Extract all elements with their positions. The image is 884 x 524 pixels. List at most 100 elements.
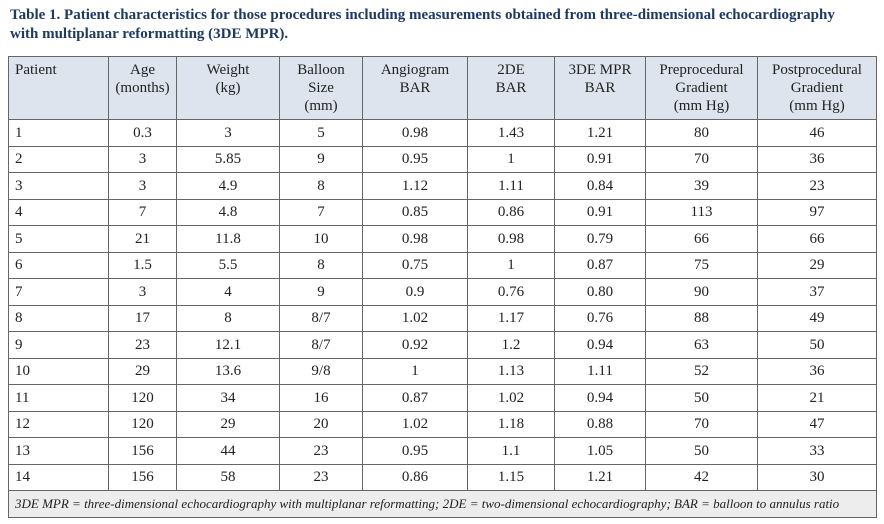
table-row: 13 156 44 23 0.95 1.1 1.05 50 33 [8,437,877,465]
table-cell: 16 [279,384,363,412]
table-cell: 1 [467,251,555,279]
table-row: 8 17 8 8/7 1.02 1.17 0.76 88 49 [8,304,877,332]
column-header: Age (months) [108,56,177,120]
table-cell: 0.3 [108,119,177,147]
header-line: Postprocedural [772,62,862,78]
table-cell: 1 [362,357,468,385]
table-cell: 1.02 [467,384,555,412]
footnote-row: 3DE MPR = three-dimensional echocardiogr… [8,490,877,518]
table-cell: 47 [757,410,877,438]
table-cell: 0.75 [362,251,468,279]
table-cell: 23 [279,437,363,465]
table-cell: 12.1 [176,331,280,359]
table-cell: 156 [108,437,177,465]
header-line: Gradient [675,80,728,96]
table-cell: 14 [8,463,109,491]
table-cell: 120 [108,410,177,438]
table-cell: 1.02 [362,304,468,332]
table-cell: 13.6 [176,357,280,385]
header-line: Size [308,80,334,96]
table-row: 1 0.3 3 5 0.98 1.43 1.21 80 46 [8,119,877,147]
table-cell: 8 [8,304,109,332]
table-row: 14 156 58 23 0.86 1.15 1.21 42 30 [8,463,877,491]
table-cell: 90 [645,278,758,306]
table-cell: 0.95 [362,437,468,465]
table-cell: 0.85 [362,198,468,226]
table-row: 11 120 34 16 0.87 1.02 0.94 50 21 [8,384,877,412]
table-cell: 70 [645,145,758,173]
table-cell: 8 [279,172,363,200]
table-cell: 0.87 [362,384,468,412]
table-cell: 6 [8,251,109,279]
table-cell: 1.11 [554,357,646,385]
table-cell: 4.8 [176,198,280,226]
table-row: 9 23 12.1 8/7 0.92 1.2 0.94 63 50 [8,331,877,359]
table-cell: 0.88 [554,410,646,438]
column-header: Weight (kg) [176,56,280,120]
table-cell: 36 [757,145,877,173]
table-cell: 1.17 [467,304,555,332]
table-cell: 0.95 [362,145,468,173]
table-cell: 7 [8,278,109,306]
table-cell: 1.05 [554,437,646,465]
table-cell: 75 [645,251,758,279]
table-cell: 29 [176,410,280,438]
header-line: BAR [399,80,431,96]
header-line: (kg) [215,80,241,96]
table-cell: 66 [757,225,877,253]
table-cell: 33 [757,437,877,465]
table-cell: 8 [279,251,363,279]
table-cell: 1.21 [554,119,646,147]
table-cell: 3 [176,119,280,147]
table-cell: 5.85 [176,145,280,173]
table-cell: 4 [8,198,109,226]
table-cell: 1.02 [362,410,468,438]
header-line: BAR [495,80,527,96]
table-cell: 3 [108,278,177,306]
table-row: 3 3 4.9 8 1.12 1.11 0.84 39 23 [8,172,877,200]
table-cell: 5.5 [176,251,280,279]
table-cell: 17 [108,304,177,332]
header-line: Preprocedural [659,62,744,78]
table-cell: 58 [176,463,280,491]
table-cell: 0.98 [362,225,468,253]
table-cell: 97 [757,198,877,226]
table-cell: 0.80 [554,278,646,306]
table-row: 12 120 29 20 1.02 1.18 0.88 70 47 [8,410,877,438]
table-cell: 0.84 [554,172,646,200]
table-cell: 0.94 [554,331,646,359]
table-cell: 1.43 [467,119,555,147]
table-cell: 0.9 [362,278,468,306]
table-cell: 5 [279,119,363,147]
table-row: 7 3 4 9 0.9 0.76 0.80 90 37 [8,278,877,306]
header-line: (mm) [304,98,338,114]
table-cell: 50 [757,331,877,359]
table-cell: 0.92 [362,331,468,359]
table-cell: 23 [279,463,363,491]
table-cell: 120 [108,384,177,412]
table-cell: 1 [467,145,555,173]
table-cell: 4.9 [176,172,280,200]
table-cell: 1.1 [467,437,555,465]
table-cell: 23 [108,331,177,359]
table-cell: 29 [757,251,877,279]
table-cell: 0.91 [554,198,646,226]
table-cell: 7 [279,198,363,226]
table-cell: 1.21 [554,463,646,491]
header-line: BAR [584,80,616,96]
header-row: Patient Age (months) Weight (kg) Balloon Size (… [8,56,877,120]
header-line: Patient [15,62,57,78]
header-line: Gradient [790,80,844,96]
table-cell: 3 [108,145,177,173]
table-cell: 34 [176,384,280,412]
header-line: Age [130,62,155,78]
table-row: 5 21 11.8 10 0.98 0.98 0.79 66 66 [8,225,877,253]
footnote: 3DE MPR = three-dimensional echocardiogr… [8,490,877,518]
table-cell: 9 [279,145,363,173]
column-header: Angiogram BAR [362,56,468,120]
table-cell: 0.91 [554,145,646,173]
table-cell: 12 [8,410,109,438]
table-cell: 11 [8,384,109,412]
table-cell: 1.13 [467,357,555,385]
